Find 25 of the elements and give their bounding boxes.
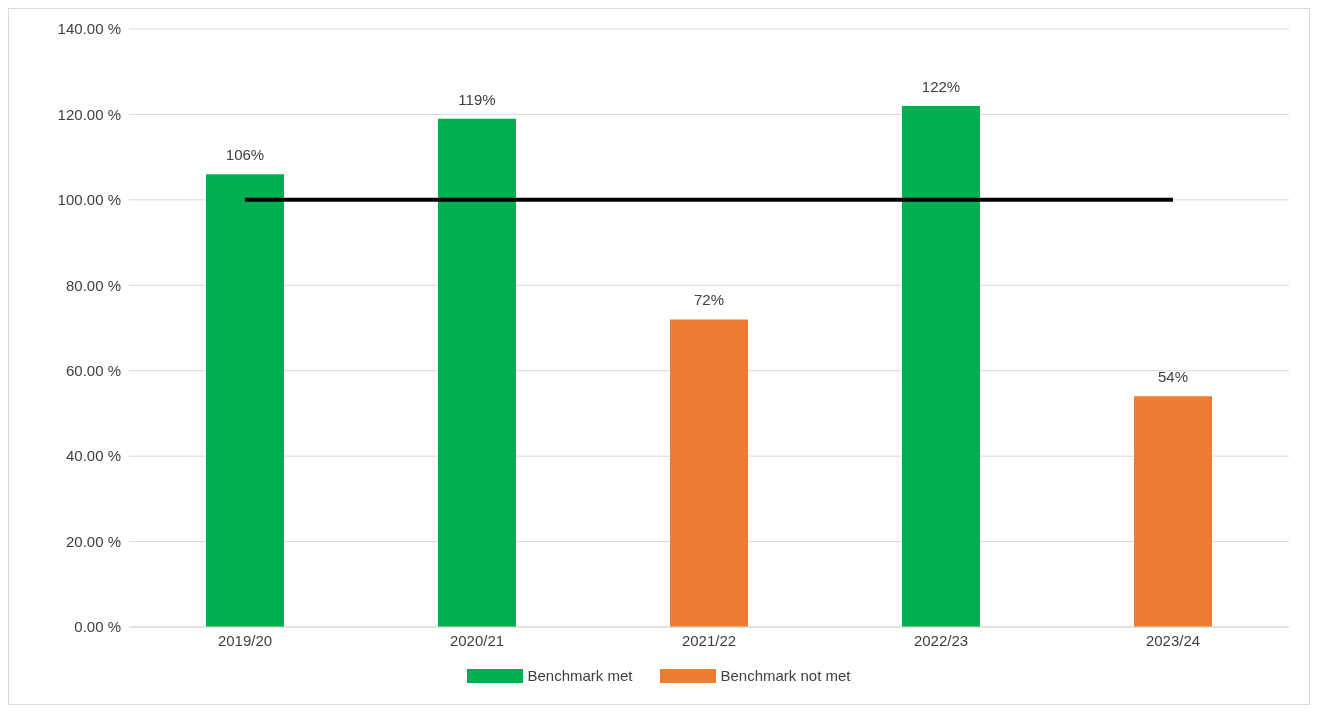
y-tick-label: 80.00 % [65, 276, 121, 294]
bar [438, 118, 516, 627]
y-tick-label: 60.00 % [65, 362, 121, 380]
data-label: 54% [1157, 368, 1189, 386]
x-tick-label: 2021/22 [681, 631, 737, 649]
y-tick-label: 120.00 % [57, 105, 121, 123]
legend-label: Benchmark not met [720, 667, 851, 684]
legend-label: Benchmark met [527, 667, 633, 684]
bar [206, 174, 284, 627]
x-tick-label: 2020/21 [449, 631, 505, 649]
x-tick-label: 2023/24 [1145, 631, 1201, 649]
y-tick-label: 40.00 % [65, 447, 121, 465]
bar [1134, 396, 1212, 627]
y-tick-label: 140.00 % [57, 20, 121, 38]
x-tick-label: 2022/23 [913, 631, 969, 649]
y-tick-label: 20.00 % [65, 532, 121, 550]
data-label: 106% [225, 146, 265, 164]
bar [902, 105, 980, 627]
data-label: 122% [921, 77, 961, 95]
y-tick-label: 100.00 % [57, 191, 121, 209]
data-label: 72% [693, 291, 725, 309]
bar [670, 319, 748, 627]
x-tick-label: 2019/20 [217, 631, 273, 649]
y-tick-label: 0.00 % [74, 618, 121, 636]
data-label: 119% [458, 90, 496, 108]
